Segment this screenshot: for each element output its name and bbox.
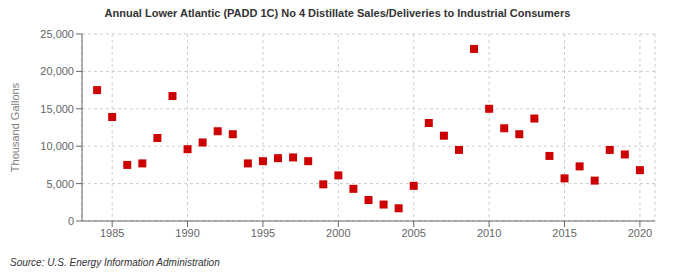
svg-text:25,000: 25,000 bbox=[40, 28, 74, 40]
svg-text:10,000: 10,000 bbox=[40, 140, 74, 152]
svg-text:0: 0 bbox=[68, 215, 74, 227]
svg-text:2015: 2015 bbox=[552, 227, 576, 239]
svg-text:2000: 2000 bbox=[326, 227, 350, 239]
html-text:Source: U.S. Energy Informatio: Source: U.S. Energy Information Administ… bbox=[10, 257, 220, 268]
svg-text:Thousand Gallons: Thousand Gallons bbox=[9, 82, 21, 172]
svg-text:20,000: 20,000 bbox=[40, 65, 74, 77]
svg-text:1995: 1995 bbox=[251, 227, 275, 239]
svg-text:2020: 2020 bbox=[628, 227, 652, 239]
svg-text:1990: 1990 bbox=[175, 227, 199, 239]
html-text:Annual Lower Atlantic (PADD 1C: Annual Lower Atlantic (PADD 1C) No 4 Dis… bbox=[104, 7, 571, 19]
svg-text:2010: 2010 bbox=[477, 227, 501, 239]
svg-text:5,000: 5,000 bbox=[46, 178, 74, 190]
svg-text:15,000: 15,000 bbox=[40, 103, 74, 115]
svg-text:2005: 2005 bbox=[401, 227, 425, 239]
svg-text:1985: 1985 bbox=[100, 227, 124, 239]
